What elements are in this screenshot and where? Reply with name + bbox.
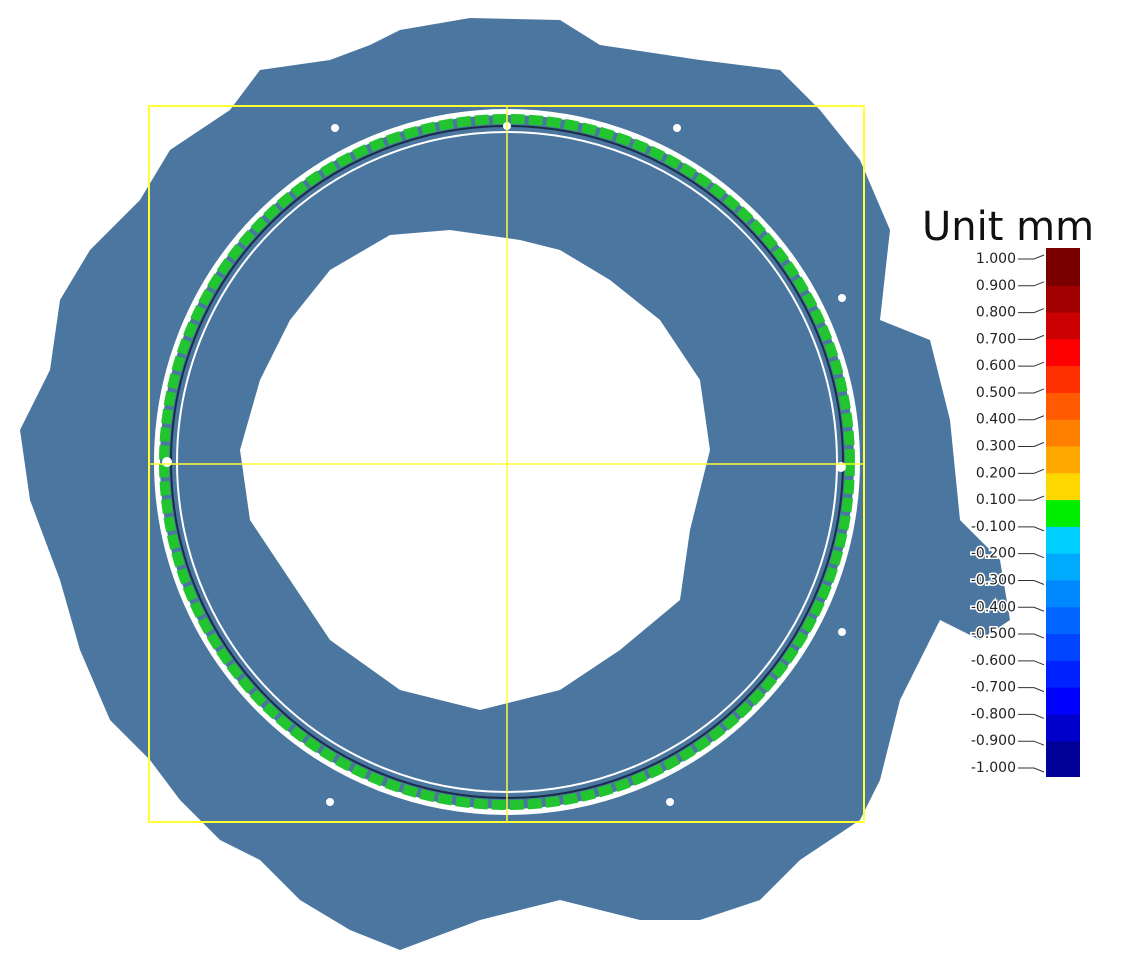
legend-leader <box>1018 526 1045 532</box>
legend-label: -0.300 <box>971 572 1016 588</box>
legend-label: 0.100 <box>976 492 1016 508</box>
legend-leader <box>1018 468 1045 474</box>
legend-swatch <box>1046 526 1080 555</box>
legend-swatch <box>1046 339 1080 367</box>
legend-swatch <box>1046 392 1080 421</box>
legend-swatch <box>1046 259 1080 287</box>
legend-leader <box>1018 308 1045 314</box>
legend-label: 0.300 <box>976 439 1016 455</box>
legend-cap <box>1046 768 1080 777</box>
legend-swatch <box>1046 419 1080 448</box>
legend-leader <box>1018 334 1045 340</box>
legend-label: 0.600 <box>976 358 1016 374</box>
legend-label: -0.700 <box>971 680 1016 696</box>
legend-label: 0.900 <box>976 278 1016 294</box>
legend-label: -1.000 <box>971 760 1016 776</box>
legend-label: 0.500 <box>976 385 1016 401</box>
legend-leader <box>1018 687 1045 693</box>
legend-leader <box>1018 660 1045 666</box>
legend-leader <box>1018 713 1045 719</box>
legend-label: -0.500 <box>971 626 1016 642</box>
legend-swatch <box>1046 634 1080 662</box>
legend-swatch <box>1046 580 1080 608</box>
legend-label: -0.900 <box>971 733 1016 749</box>
legend-leader <box>1018 633 1045 639</box>
legend-leader <box>1018 361 1045 367</box>
legend-leader <box>1018 606 1045 612</box>
bounding-box <box>148 105 865 823</box>
legend-swatch <box>1046 553 1080 581</box>
legend-leader <box>1018 553 1045 559</box>
legend-swatch <box>1046 366 1080 394</box>
legend-leader <box>1018 415 1045 421</box>
legend-swatch <box>1046 473 1080 501</box>
legend-swatch <box>1046 687 1080 715</box>
legend-cap <box>1046 248 1080 259</box>
legend-swatch <box>1046 312 1080 340</box>
legend-swatch <box>1046 741 1080 769</box>
legend-label: -0.600 <box>971 653 1016 669</box>
legend-leader <box>1018 579 1045 585</box>
legend-leader <box>1018 388 1045 394</box>
legend-swatch <box>1046 714 1080 742</box>
legend-label: -0.800 <box>971 706 1016 722</box>
legend-title: Unit mm <box>922 204 1094 250</box>
legend-swatch <box>1046 660 1080 689</box>
legend-leader <box>1018 767 1045 773</box>
legend-leader <box>1018 495 1045 501</box>
legend-leader <box>1018 281 1045 287</box>
legend-label: 1.000 <box>976 251 1016 267</box>
legend-label: -0.400 <box>971 599 1016 615</box>
scan-surface <box>20 18 1010 950</box>
legend-leader <box>1018 442 1045 448</box>
color-legend: 1.000 0.900 0.800 0.700 0.600 0.500 0.400 0.300… <box>969 248 1080 778</box>
legend-swatch <box>1046 607 1080 635</box>
legend-label: 0.400 <box>976 412 1016 428</box>
legend-swatch <box>1046 500 1080 528</box>
legend-label: 0.200 <box>976 465 1016 481</box>
legend-swatch <box>1046 285 1080 314</box>
legend-label: -0.200 <box>971 546 1016 562</box>
legend-swatch <box>1046 446 1080 474</box>
legend-label: -0.100 <box>971 519 1016 535</box>
legend-label: 0.800 <box>976 305 1016 321</box>
legend-label: 0.700 <box>976 331 1016 347</box>
legend-leader <box>1018 254 1045 260</box>
legend-leader <box>1018 740 1045 746</box>
